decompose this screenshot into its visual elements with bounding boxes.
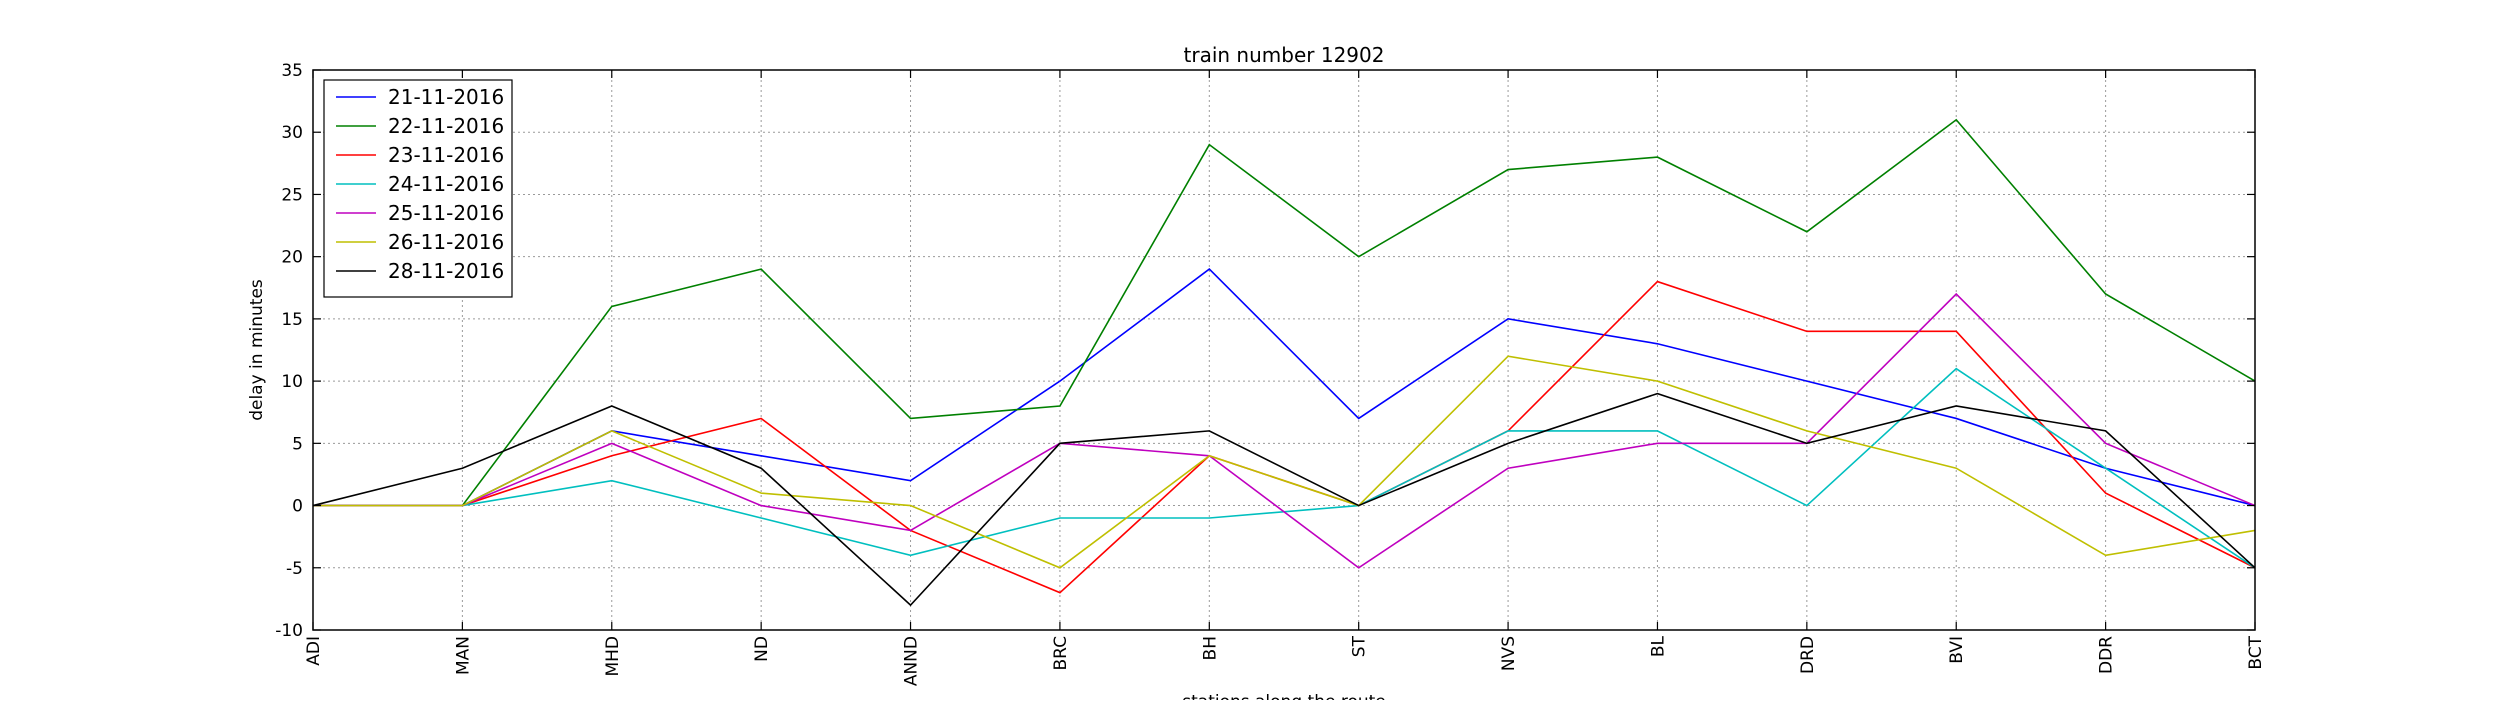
y-tick-label: 30 — [281, 123, 303, 143]
x-tick-label: BH — [1200, 636, 1220, 660]
series-lines — [312, 118, 2256, 607]
x-tick-label: ANND — [902, 636, 922, 686]
chart-title: train number 12902 — [1184, 43, 1385, 67]
x-tick-label: NVS — [1499, 636, 1519, 671]
x-tick-label: BRC — [1051, 636, 1071, 671]
y-tick-label: -5 — [286, 559, 303, 579]
x-tick-label: MHD — [603, 636, 623, 677]
y-axis-label: delay in minutes — [247, 279, 267, 421]
x-tick-label: BVI — [1947, 636, 1967, 664]
legend-label: 23-11-2016 — [388, 143, 504, 167]
x-tick-label: DDR — [2097, 636, 2117, 674]
x-tick-label: DRD — [1798, 636, 1818, 674]
y-tick-label: -10 — [275, 621, 303, 641]
y-tick-label: 5 — [292, 434, 303, 454]
x-axis-ticks: ADI MAN MHD ND ANND BRC BH ST NVS BL DRD BVI DDR BCT — [304, 70, 2266, 686]
x-tick-label: ND — [752, 636, 772, 662]
series-line-26-11-2016 — [313, 355, 2256, 569]
legend-box — [323, 79, 513, 298]
legend-label: 26-11-2016 — [388, 230, 504, 254]
x-tick-label: BL — [1648, 635, 1668, 657]
legend: 21-11-2016 22-11-2016 23-11-2016 24-11-2016… — [323, 79, 513, 298]
series-line-22-11-2016 — [313, 118, 2256, 507]
plot-frame — [312, 69, 2256, 631]
series-line-28-11-2016 — [312, 392, 2256, 607]
x-tick-label: ADI — [304, 636, 324, 666]
x-tick-label: ST — [1350, 635, 1370, 657]
legend-label: 28-11-2016 — [388, 259, 504, 283]
y-tick-label: 15 — [281, 310, 303, 330]
x-axis-label: stations along the route — [1182, 692, 1386, 700]
series-line-25-11-2016 — [313, 292, 2256, 569]
legend-label: 24-11-2016 — [388, 172, 504, 196]
x-tick-label: BCT — [2246, 635, 2266, 669]
y-tick-label: 25 — [281, 185, 303, 205]
y-axis-ticks: -10 -5 0 5 10 15 20 25 30 35 — [275, 61, 2255, 641]
y-tick-label: 35 — [281, 61, 303, 81]
legend-label: 22-11-2016 — [388, 114, 504, 138]
legend-label: 21-11-2016 — [388, 85, 504, 109]
y-tick-label: 0 — [292, 497, 303, 517]
y-tick-label: 20 — [281, 248, 303, 268]
legend-label: 25-11-2016 — [388, 201, 504, 225]
y-tick-label: 10 — [281, 372, 303, 392]
x-tick-label: MAN — [453, 636, 473, 675]
